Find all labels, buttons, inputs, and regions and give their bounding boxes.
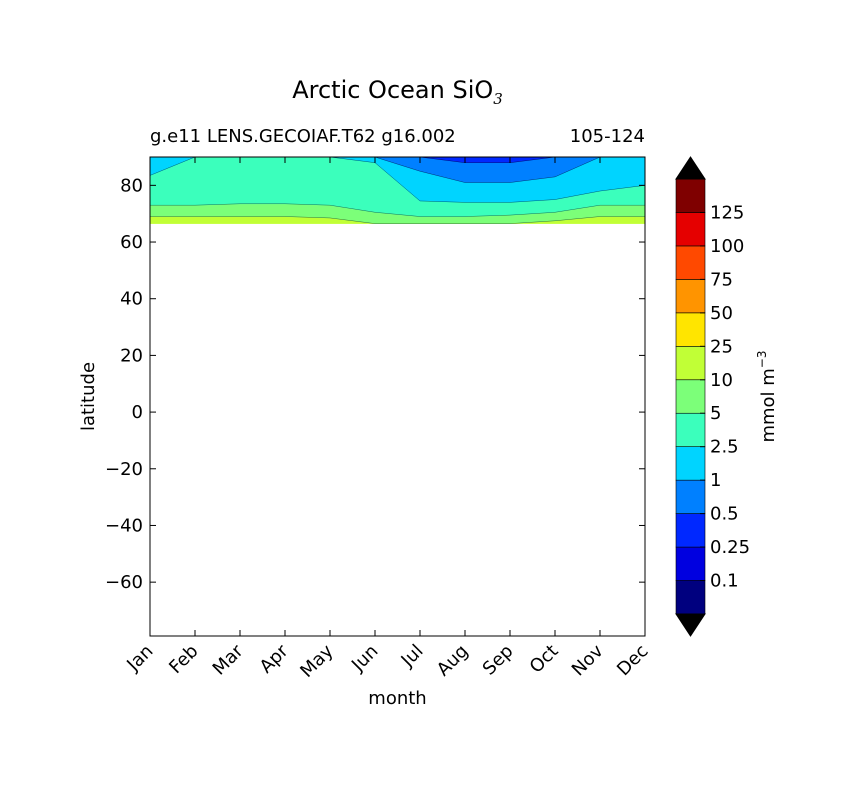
colorbar-tick-label: 50 — [710, 303, 733, 324]
colorbar-segment — [675, 212, 706, 247]
colorbar-extend-bottom — [675, 613, 706, 637]
colorbar-tick-label: 1 — [710, 470, 721, 491]
y-tick-label: 40 — [120, 289, 143, 310]
x-tick-label: Sep — [479, 641, 518, 680]
y-tick-label: 80 — [120, 175, 143, 196]
colorbar-segment — [675, 245, 706, 280]
plot-area-frame — [149, 156, 646, 637]
contour-line-band-10-25 — [150, 216, 645, 224]
x-tick-label: Jan — [122, 641, 157, 676]
colorbar-tick-label: 0.1 — [710, 571, 739, 592]
y-tick-label: −60 — [105, 572, 143, 593]
colorbar: 0.1 0.25 0.5 1 2.5 5 10 25 50 75 100 125 — [675, 156, 750, 637]
x-tick-label: Aug — [433, 641, 473, 681]
colorbar-segment — [675, 479, 706, 514]
y-axis-label: latitude — [78, 362, 99, 431]
chart-subtitle-years: 105-124 — [569, 126, 645, 147]
y-tick-label: 0 — [132, 402, 143, 423]
colorbar-segment — [675, 580, 706, 615]
colorbar-segment — [675, 312, 706, 347]
colorbar-tick-label: 100 — [710, 236, 744, 257]
colorbar-label: mmol m−3 — [755, 350, 779, 442]
colorbar-segment — [675, 279, 706, 314]
y-tick-label: −20 — [105, 459, 143, 480]
colorbar-tick-label: 125 — [710, 202, 744, 223]
colorbar-tick-label: 0.25 — [710, 537, 750, 558]
x-tick-label: Jul — [397, 641, 428, 672]
y-tick-label: 60 — [120, 232, 143, 253]
x-axis-label: month — [368, 688, 426, 709]
x-tick-label: Feb — [165, 641, 202, 678]
chart-title: Arctic Ocean SiO3 — [292, 76, 503, 108]
colorbar-segment — [675, 379, 706, 414]
colorbar-tick-label: 5 — [710, 403, 721, 424]
y-axis: −60 −40 −20 0 20 40 60 80 — [105, 175, 645, 593]
y-tick-label: −40 — [105, 515, 143, 536]
x-tick-label: May — [296, 640, 337, 681]
colorbar-segment — [675, 446, 706, 481]
x-tick-label: Jun — [347, 641, 382, 676]
colorbar-tick-label: 0.5 — [710, 504, 739, 525]
colorbar-extend-top — [675, 156, 706, 180]
colorbar-tick-label: 2.5 — [710, 437, 739, 458]
x-tick-label: Nov — [568, 640, 608, 680]
y-tick-label: 20 — [120, 345, 143, 366]
contour-line-band-5-10 — [150, 203, 645, 217]
colorbar-segment — [675, 546, 706, 581]
x-tick-label: Apr — [256, 640, 293, 677]
colorbar-tick-label: 25 — [710, 336, 733, 357]
colorbar-segment — [675, 178, 706, 213]
x-axis: Jan Feb Mar Apr May Jun Jul Aug Sep Oct Nov Dec — [122, 157, 653, 682]
colorbar-segment — [675, 346, 706, 381]
contour-fill-layer — [149, 156, 646, 224]
x-tick-label: Dec — [613, 641, 652, 680]
colorbar-segment — [675, 513, 706, 548]
x-tick-label: Oct — [526, 641, 563, 678]
colorbar-tick-label: 10 — [710, 370, 733, 391]
colorbar-tick-label: 75 — [710, 269, 733, 290]
chart-subtitle-case: g.e11 LENS.GECOIAF.T62 g16.002 — [150, 126, 456, 147]
x-tick-label: Mar — [209, 640, 248, 679]
colorbar-segment — [675, 412, 706, 447]
